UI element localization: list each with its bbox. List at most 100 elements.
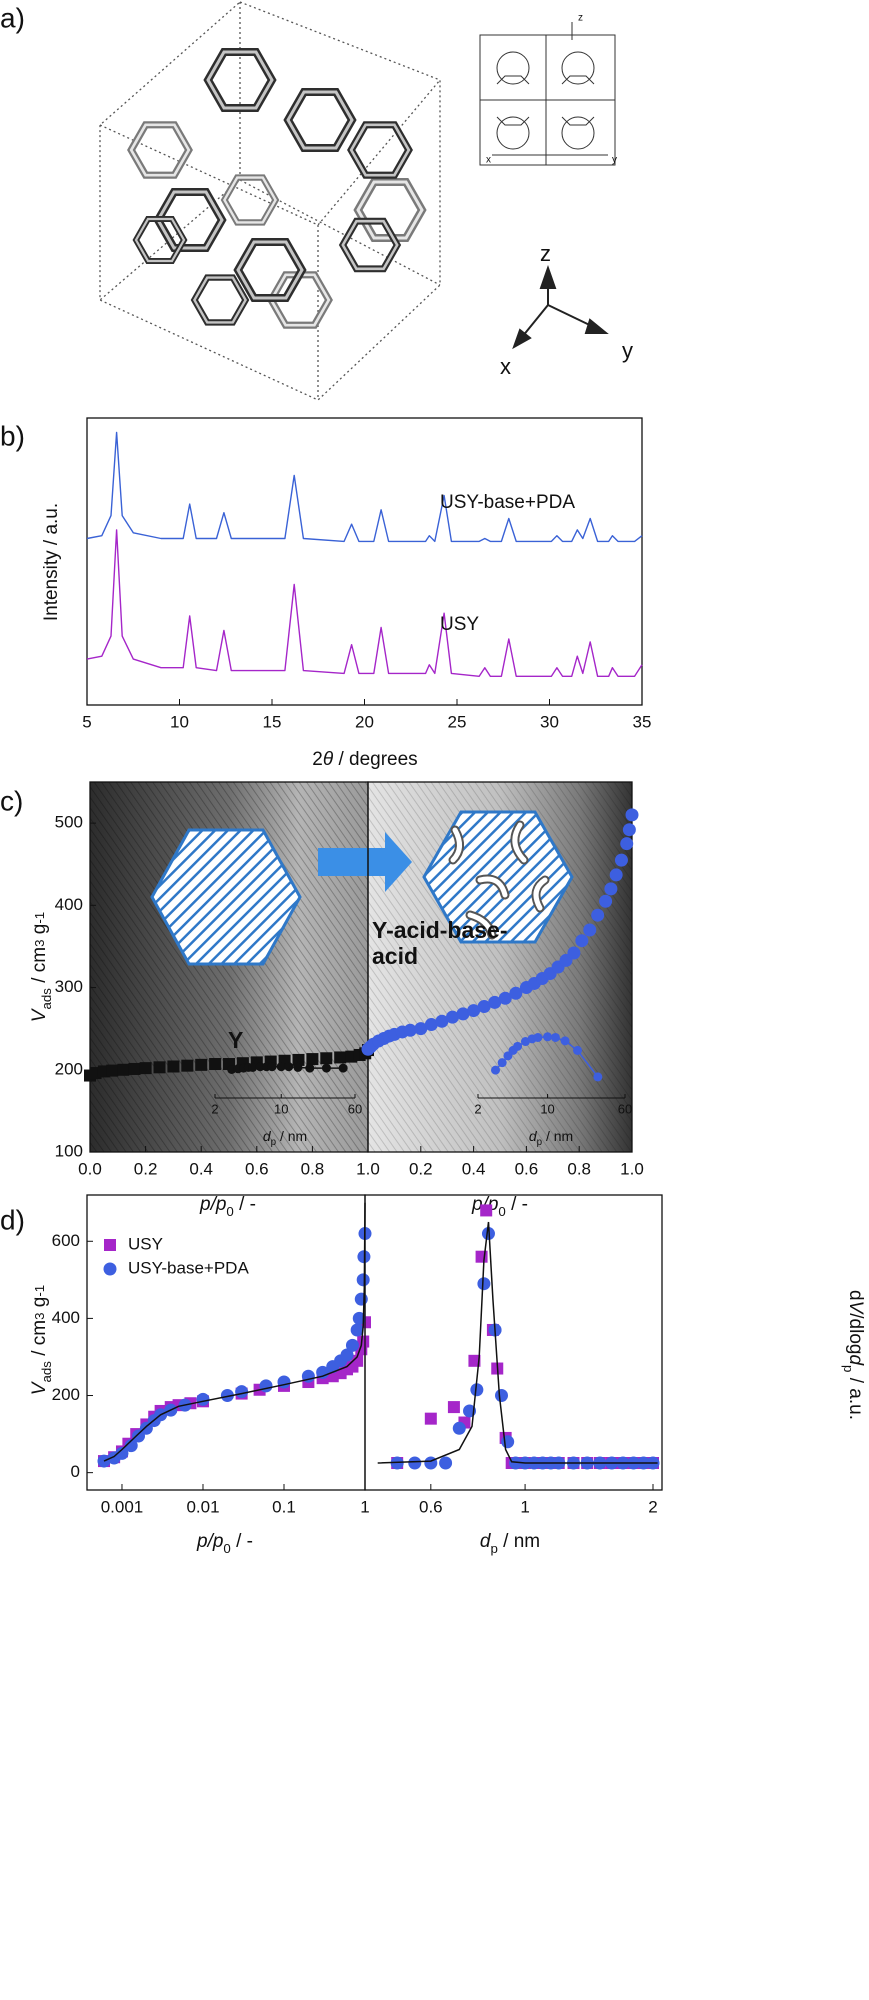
data-point — [255, 1062, 265, 1072]
plot-frame — [364, 1194, 663, 1491]
axis-label-part: / cm — [29, 1320, 50, 1361]
data-point — [334, 1051, 347, 1064]
data-point — [277, 1375, 291, 1389]
data-point — [470, 1383, 484, 1397]
x-tick-label: 0.6 — [245, 1159, 269, 1178]
x-tick-label: 60 — [348, 1101, 362, 1116]
axis-label-part: 2 — [312, 749, 323, 770]
x-tick-label: 2 — [211, 1101, 218, 1116]
data-point — [604, 882, 618, 896]
data-point — [609, 868, 623, 882]
axis-label-part: 3 — [32, 1312, 47, 1319]
data-point — [345, 1338, 359, 1352]
plot-frame — [367, 781, 633, 1153]
axis-label-part: V — [29, 1007, 50, 1022]
data-point — [477, 1277, 491, 1291]
axis-label: Intensity / a.u. — [41, 503, 62, 621]
data-point — [115, 1446, 129, 1460]
data-point — [196, 1392, 210, 1406]
data-point — [480, 1204, 493, 1217]
data-point — [340, 1348, 354, 1362]
data-point — [475, 1250, 488, 1263]
x-tick-label: 25 — [448, 712, 467, 731]
axis-label-part: d — [845, 1290, 866, 1301]
data-point — [452, 1421, 466, 1435]
axis-label-part: / nm — [498, 1531, 540, 1552]
data-point — [250, 1056, 263, 1069]
x-tick-label: 60 — [618, 1101, 632, 1116]
x-tick-label: 5 — [82, 712, 91, 731]
axis-label-part: p — [841, 1365, 856, 1372]
data-point — [408, 1456, 422, 1470]
framework-axis-label: y — [612, 155, 617, 166]
data-point — [267, 1062, 277, 1072]
axis-label-part: d — [263, 1128, 272, 1144]
x-tick-label: 0.01 — [186, 1497, 219, 1516]
axis-label: z — [540, 241, 551, 266]
axis-label-part: / nm — [276, 1128, 307, 1144]
x-tick-label: 30 — [540, 712, 559, 731]
data-point — [351, 1354, 364, 1367]
x-tick-label: 1.0 — [620, 1159, 644, 1178]
axis-label-part: ads — [39, 1361, 54, 1383]
data-point — [567, 946, 581, 960]
axis-triad — [512, 264, 609, 350]
axis-label-part: p — [537, 1137, 543, 1148]
data-point — [620, 837, 634, 851]
x-tick-label: 20 — [355, 712, 374, 731]
data-point — [414, 1022, 428, 1036]
data-point — [491, 1065, 501, 1075]
x-tick-label: 0.6 — [515, 1159, 539, 1178]
data-point — [533, 1032, 543, 1042]
data-point — [195, 1058, 208, 1071]
y-tick-label: 200 — [52, 1385, 80, 1404]
axis-label-part: p — [490, 1541, 497, 1556]
data-point — [276, 1062, 286, 1072]
data-point — [497, 1058, 507, 1068]
y-tick-label: 500 — [55, 813, 83, 832]
axis-label: x — [500, 354, 511, 379]
data-point — [124, 1439, 138, 1453]
axis-label: dp / nm — [263, 1128, 307, 1148]
data-point — [338, 1063, 348, 1073]
axis-label: p/p0 / - — [199, 1194, 256, 1219]
series-label: Y-acid-base-acid — [372, 917, 508, 969]
data-point — [498, 991, 512, 1005]
data-point — [467, 1004, 481, 1018]
axis-label: y — [622, 338, 633, 363]
axis-label-part: / a.u. — [845, 1372, 866, 1420]
panel-label: c) — [0, 785, 23, 816]
data-point — [354, 1292, 368, 1306]
axis-label-part: Intensity / a.u. — [41, 503, 62, 621]
x-tick-label: 35 — [633, 712, 652, 731]
framework-axis-label: z — [578, 13, 583, 24]
axis-label: dp / nm — [529, 1128, 573, 1148]
axis-label-part: V — [29, 1380, 50, 1395]
xrd-pattern — [86, 529, 643, 677]
axis-label-part: g — [29, 924, 50, 940]
data-point — [614, 853, 628, 867]
axis-label-part: /dlog — [845, 1313, 866, 1354]
x-tick-label: 10 — [540, 1101, 554, 1116]
data-point — [477, 999, 491, 1013]
y-tick-label: 400 — [52, 1308, 80, 1327]
axis-label-part: ads — [39, 988, 54, 1010]
axis-label-part: 3 — [32, 939, 47, 946]
data-point — [543, 1032, 553, 1042]
data-point — [509, 986, 523, 1000]
axis-label: Vads / cm3 g-1 — [29, 912, 54, 1022]
data-point — [435, 1014, 449, 1028]
data-point — [591, 908, 605, 922]
axis-label-part: 0 — [498, 1204, 505, 1219]
data-point — [357, 1335, 370, 1348]
legend-marker — [104, 1239, 116, 1251]
y-tick-label: 200 — [55, 1059, 83, 1078]
x-tick-label: 0.0 — [78, 1159, 102, 1178]
data-point — [106, 1064, 119, 1077]
data-point — [488, 995, 502, 1009]
data-point — [181, 1059, 194, 1072]
data-point — [117, 1063, 130, 1076]
data-point — [625, 808, 639, 822]
data-point — [352, 1311, 366, 1325]
